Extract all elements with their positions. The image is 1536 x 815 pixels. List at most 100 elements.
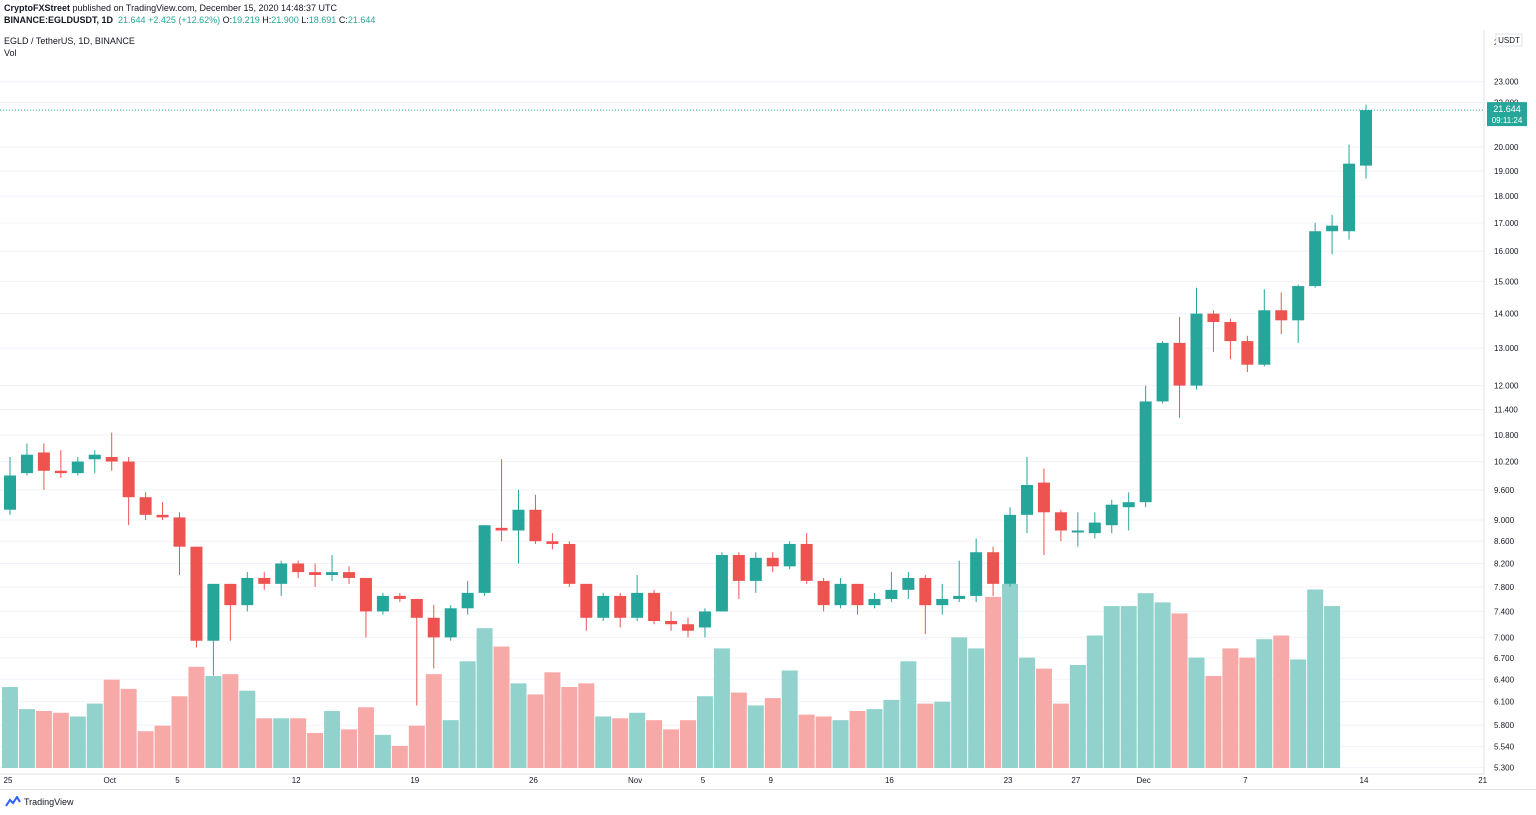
price-tag-countdown: 09:11:24 xyxy=(1492,116,1523,125)
volume-bar xyxy=(69,716,86,768)
volume-bar xyxy=(408,725,425,768)
candle-body xyxy=(54,470,67,474)
candle xyxy=(1224,318,1237,360)
candle xyxy=(783,541,796,570)
candle xyxy=(1122,492,1135,531)
candlestick-chart[interactable]: 5.300 5.540 5.800 6.100 6.400 6.700 7.000 7.400… xyxy=(0,0,1536,789)
candle-body xyxy=(766,557,779,567)
volume-bar xyxy=(103,679,120,768)
candle xyxy=(851,583,864,615)
y-tick-label: 17.000 xyxy=(1494,219,1519,228)
candle xyxy=(224,583,237,641)
candle xyxy=(749,552,762,593)
volume-bar xyxy=(18,709,35,768)
candle xyxy=(393,592,406,603)
candle-body xyxy=(665,621,678,625)
candle xyxy=(563,541,576,587)
x-tick-label: 16 xyxy=(885,776,894,785)
candle xyxy=(156,502,169,520)
author-name[interactable]: CryptoFXStreet xyxy=(4,3,71,13)
candle xyxy=(529,494,542,544)
y-tick-label: 7.800 xyxy=(1494,583,1515,592)
volume-bar xyxy=(917,703,934,768)
volume-bar xyxy=(476,628,493,768)
volume-bar xyxy=(578,683,595,768)
volume-bar xyxy=(527,694,544,768)
symbol-label: BINANCE:EGLDUSDT, 1D xyxy=(4,15,114,25)
candle-body xyxy=(4,475,16,510)
candle xyxy=(1021,456,1033,534)
volume-bar xyxy=(1273,635,1290,768)
candle xyxy=(207,583,220,676)
candle xyxy=(614,592,627,628)
volume-bar xyxy=(510,683,527,768)
candle xyxy=(495,459,508,542)
candle xyxy=(37,443,50,490)
volume-bar xyxy=(307,733,324,768)
candle-body xyxy=(292,563,305,573)
volume-bar xyxy=(934,701,951,768)
low-value: 18.691 xyxy=(308,15,337,25)
y-tick-label: 9.000 xyxy=(1494,516,1515,525)
y-tick-label: 12.000 xyxy=(1494,382,1519,391)
x-tick-label: 9 xyxy=(769,776,774,785)
volume-bar xyxy=(968,648,985,768)
volume-bar xyxy=(646,720,663,768)
candle xyxy=(1037,468,1050,556)
candle-body xyxy=(1071,530,1084,533)
x-tick-label: Nov xyxy=(628,776,642,785)
candle xyxy=(1004,507,1017,587)
y-tick-label: 9.600 xyxy=(1494,486,1515,495)
candle xyxy=(122,456,135,526)
candle-body xyxy=(207,583,220,641)
volume-bar xyxy=(883,699,900,768)
candle-body xyxy=(546,541,559,544)
tradingview-logo[interactable]: TradingView xyxy=(5,796,74,807)
volume-bar xyxy=(2,687,18,768)
y-tick-label: 15.000 xyxy=(1494,277,1519,286)
candle xyxy=(1088,512,1101,539)
candle-body xyxy=(749,557,762,581)
x-tick-label: 23 xyxy=(1004,776,1013,785)
x-tick-label: 5 xyxy=(701,776,706,785)
candle xyxy=(597,592,610,622)
candle-body xyxy=(1139,401,1152,503)
candle xyxy=(326,555,339,581)
candle-body xyxy=(275,563,288,584)
candle-body xyxy=(936,598,949,606)
y-axis[interactable]: 5.300 5.540 5.800 6.100 6.400 6.700 7.000 7.400… xyxy=(1494,38,1519,772)
volume-bar xyxy=(815,716,832,768)
candle-body xyxy=(1054,512,1067,531)
candle xyxy=(580,583,593,631)
volume-bar xyxy=(442,720,459,768)
volume-bar xyxy=(222,674,239,768)
y-tick-label: 5.540 xyxy=(1494,743,1515,752)
y-tick-label: 5.300 xyxy=(1494,763,1515,772)
candle-body xyxy=(851,583,864,606)
candle-body xyxy=(580,583,593,618)
volume-bar xyxy=(120,688,137,768)
x-axis[interactable]: 25 Oct 5 12 19 26 Nov 5 9 16 23 27 Dec 7 14 21 xyxy=(4,776,1488,785)
y-tick-label: 8.200 xyxy=(1494,559,1515,568)
candle-body xyxy=(783,543,796,567)
candle-body xyxy=(173,517,186,547)
candle-body xyxy=(444,608,457,638)
ohlc-legend: BINANCE:EGLDUSDT, 1D 21.644 +2.425 (+12.… xyxy=(4,15,375,25)
volume-bar xyxy=(1171,613,1188,768)
candle-body xyxy=(953,595,966,599)
candle-body xyxy=(631,592,644,618)
candle-body xyxy=(1360,110,1372,166)
x-tick-label: 27 xyxy=(1071,776,1080,785)
volume-bar xyxy=(205,676,222,768)
volume-bar xyxy=(849,710,866,768)
candle xyxy=(173,512,186,576)
candle xyxy=(1343,144,1356,240)
candle-body xyxy=(817,580,830,606)
last-price: 21.644 xyxy=(118,15,146,25)
candles xyxy=(4,104,1372,706)
volume-bar xyxy=(391,745,408,768)
candle xyxy=(698,608,711,638)
volume-bar xyxy=(1324,606,1341,768)
candle-body xyxy=(122,461,135,498)
candle xyxy=(953,560,966,603)
